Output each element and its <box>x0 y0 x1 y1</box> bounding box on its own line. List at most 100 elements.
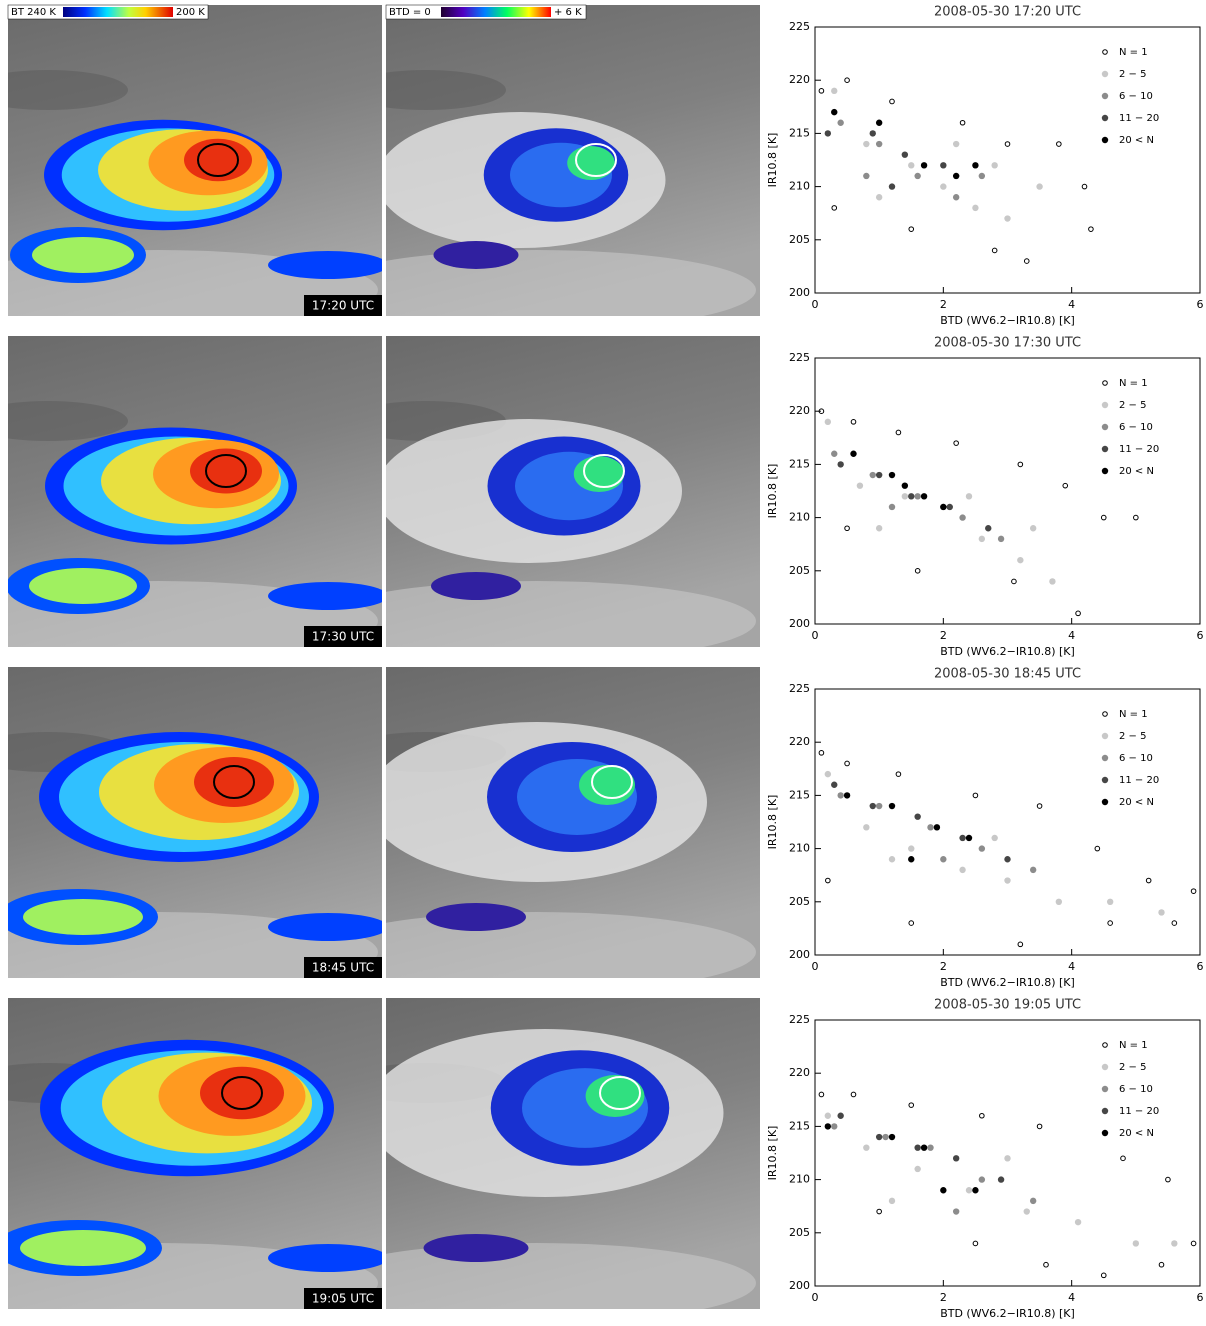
point <box>875 802 883 810</box>
point <box>1004 1155 1011 1162</box>
y-tick-label: 200 <box>789 286 810 299</box>
x-axis-label: BTD (WV6.2−IR10.8) [K] <box>940 645 1075 658</box>
y-tick-label: 220 <box>789 404 810 417</box>
point <box>818 88 825 94</box>
chart-title: 2008-05-30 19:05 UTC <box>934 998 1081 1013</box>
y-tick-label: 200 <box>789 1279 810 1292</box>
cloud <box>423 1234 529 1262</box>
legend-label: 2 − 5 <box>1119 731 1146 742</box>
point <box>824 1123 832 1130</box>
x-tick-label: 0 <box>812 1291 819 1304</box>
chart-title: 2008-05-30 17:30 UTC <box>934 336 1081 351</box>
point <box>978 845 986 852</box>
legend-marker <box>1101 1063 1109 1071</box>
point <box>914 568 921 574</box>
point <box>997 535 1005 543</box>
cloud <box>567 146 615 180</box>
contour <box>221 1076 263 1110</box>
btd-image <box>386 5 760 316</box>
point <box>952 172 960 180</box>
point <box>863 172 870 180</box>
cloud <box>190 448 262 494</box>
point <box>901 493 909 500</box>
point <box>850 419 857 425</box>
point <box>927 1144 934 1151</box>
time-label-box <box>304 295 382 316</box>
legend-label: 6 − 10 <box>1119 753 1153 764</box>
point <box>1171 1240 1178 1247</box>
image-content <box>386 336 760 647</box>
legend-marker <box>1101 754 1109 762</box>
cloud <box>194 757 274 807</box>
y-axis-label: IR10.8 [K] <box>766 795 779 850</box>
haze <box>8 401 128 441</box>
x-tick-label: 4 <box>1068 960 1075 973</box>
point <box>1075 610 1081 617</box>
point <box>1004 215 1011 222</box>
point <box>856 482 864 489</box>
point <box>1023 1208 1030 1215</box>
point <box>1158 1261 1165 1268</box>
image-content <box>386 667 760 978</box>
legend-marker <box>1101 70 1109 78</box>
point <box>831 781 838 788</box>
point <box>991 834 998 842</box>
point <box>850 450 857 457</box>
time-label: 17:30 UTC <box>312 630 374 644</box>
point <box>940 162 947 169</box>
contour <box>575 143 617 177</box>
point <box>972 1240 979 1247</box>
y-axis-label: IR10.8 [K] <box>766 133 779 188</box>
point <box>875 525 883 532</box>
point <box>837 1112 844 1119</box>
plot-frame <box>814 26 1201 294</box>
point <box>831 1123 838 1130</box>
point <box>1133 514 1139 521</box>
cloud <box>29 568 137 604</box>
legend-label: 6 − 10 <box>1119 422 1153 433</box>
point <box>843 792 851 799</box>
contour <box>583 454 625 488</box>
plot-frame <box>814 688 1201 956</box>
y-tick-label: 205 <box>789 564 810 577</box>
contour <box>591 765 633 799</box>
x-tick-label: 6 <box>1197 960 1204 973</box>
haze <box>8 70 128 110</box>
point <box>889 98 895 105</box>
point <box>888 856 896 863</box>
point <box>875 1133 883 1141</box>
cloud <box>200 1066 284 1120</box>
legend-marker <box>1101 423 1109 431</box>
point <box>831 87 838 95</box>
point <box>1190 888 1197 894</box>
legend-label: 11 − 20 <box>1119 775 1159 786</box>
y-tick-label: 225 <box>789 1013 810 1026</box>
cloud <box>268 251 382 279</box>
point <box>1088 226 1094 232</box>
cloud <box>585 1075 645 1117</box>
contour <box>197 143 239 177</box>
point <box>875 119 883 126</box>
legend-marker <box>1102 711 1108 717</box>
x-tick-label: 2 <box>940 1291 947 1304</box>
cloud <box>20 1230 146 1266</box>
y-tick-label: 215 <box>789 457 810 470</box>
y-tick-label: 200 <box>789 948 810 961</box>
contour <box>599 1076 641 1110</box>
x-axis-label: BTD (WV6.2−IR10.8) [K] <box>940 314 1075 327</box>
point <box>901 482 909 489</box>
y-tick-label: 215 <box>789 1119 810 1132</box>
colorbar-label: 200 K <box>176 7 205 18</box>
point <box>1036 183 1043 190</box>
point <box>1100 1272 1107 1279</box>
point <box>888 1133 896 1141</box>
legend-marker <box>1102 49 1108 55</box>
chart-title: 2008-05-30 17:20 UTC <box>934 5 1081 20</box>
point <box>1017 941 1024 948</box>
point <box>1056 141 1062 147</box>
point <box>1017 461 1024 468</box>
legend-marker <box>1101 1085 1109 1093</box>
point <box>952 1155 960 1162</box>
point <box>908 920 915 926</box>
